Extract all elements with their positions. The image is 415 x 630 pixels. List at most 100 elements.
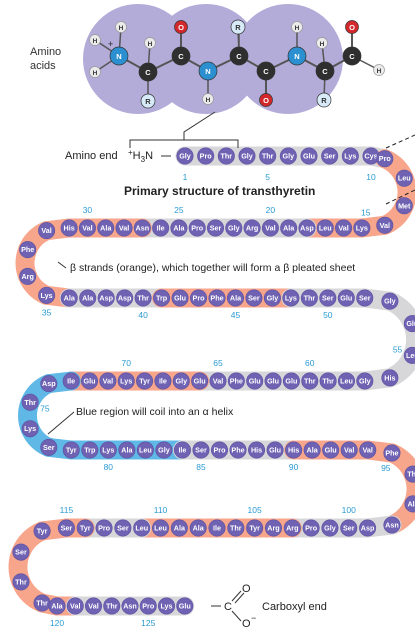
hydrogen-atom: H [115,21,127,33]
residue-label: Asp [118,294,132,303]
residue-bead: Val [38,222,56,240]
residue-number: 5 [265,172,270,182]
residue-label: Cys [364,152,377,161]
residue-circle [99,441,117,459]
residue-bead: Ala [170,519,188,537]
residue-label: Ala [100,224,112,233]
residue-label: Lys [41,291,53,300]
residue-label: Leu [319,224,332,233]
residue-bead: Val [115,219,133,237]
svg-text:C: C [145,68,151,77]
residue-bead: Val [66,597,84,615]
residue-label: Glu [174,294,186,303]
residue-bead: Lys [117,372,135,390]
residue-circle [190,289,208,307]
residue-label: Glu [340,294,352,303]
residue-circle [321,147,339,165]
residue-bead: Ala [280,219,298,237]
residue-bead: Ser [192,441,210,459]
residue-bead: Glu [322,441,340,459]
residue-label: Leu [154,524,167,533]
residue-bead: Pro [197,147,215,165]
residue-bead: Gly [381,292,399,310]
residue-circle [395,169,413,187]
residue-circle [376,150,394,168]
residue-label: Gly [228,224,240,233]
residue-circle [139,597,157,615]
residue-bead: Val [335,219,353,237]
residue-label: Thr [304,294,316,303]
residue-bead: Ser [12,543,30,561]
residue-circle [81,372,99,390]
residue-label: Pro [191,224,204,233]
svg-text:H: H [320,41,325,48]
residue-circle [356,372,374,390]
residue-circle [176,597,194,615]
residue-bead: Lys [21,420,39,438]
residue-bead: Phe [227,372,245,390]
positive-charge: + [108,39,113,49]
residue-circle [189,519,207,537]
svg-text:R: R [145,97,151,106]
residue-circle [340,441,358,459]
carbon-atom: C [315,61,335,81]
residue-circle [316,219,334,237]
residue-number: 30 [83,205,93,215]
residue-label: Thr [304,377,316,386]
svg-text:C: C [178,52,184,61]
side-chain-r-group: R [316,92,332,108]
residue-label: Phe [210,294,223,303]
residue-label: Asp [99,294,113,303]
svg-text:C: C [236,52,242,61]
residue-circle [319,372,337,390]
residue-bead: Glu [191,372,209,390]
residue-number: 45 [231,310,241,320]
residue-circle [261,219,279,237]
residue-circle [40,438,58,456]
residue-circle [38,286,56,304]
residue-circle [227,519,245,537]
residue-number: 70 [122,358,132,368]
residue-bead: Leu [133,519,151,537]
helix-note-pointer [47,411,75,435]
residue-bead: Tyr [62,441,80,459]
residue-bead: Leu [403,346,415,364]
residue-bead: Arg [243,219,261,237]
residue-label: Ala [174,524,186,533]
side-chain-r-group: R [140,93,156,109]
residue-label: Ser [43,443,55,452]
svg-text:H: H [377,68,382,75]
residue-bead: Ser [356,289,374,307]
residue-bead: Asp [97,289,115,307]
residue-bead: Ala [48,597,66,615]
residue-circle [246,519,264,537]
residue-circle [48,597,66,615]
residue-circle [191,372,209,390]
residue-circle [136,372,154,390]
residue-label: Arg [21,272,33,281]
residue-label: Val [119,224,129,233]
residue-label: Ile [178,446,186,455]
carboxyl-end-label: Carboxyl end [262,601,327,613]
residue-label: His [384,373,395,382]
residue-label: Thr [221,152,233,161]
residue-label: Asp [361,524,375,533]
residue-circle [81,441,99,459]
oxygen-atom: O [345,20,359,34]
residue-circle [404,495,415,513]
carboxyl-oxygen-double: O [242,583,251,595]
zoom-dashed-line [385,134,415,205]
residue-circle [383,444,401,462]
side-chain-r-group: R [230,19,246,35]
residue-circle [303,441,321,459]
residue-bead: Asn [383,516,401,534]
residue-label: Val [41,226,51,235]
residue-circle [21,420,39,438]
residue-circle [60,289,78,307]
residue-bead: His [60,219,78,237]
residue-bead: Thr [21,393,39,411]
residue-bead: His [381,369,399,387]
hydrogen-atom: H [89,66,101,78]
residue-number: 50 [323,310,333,320]
